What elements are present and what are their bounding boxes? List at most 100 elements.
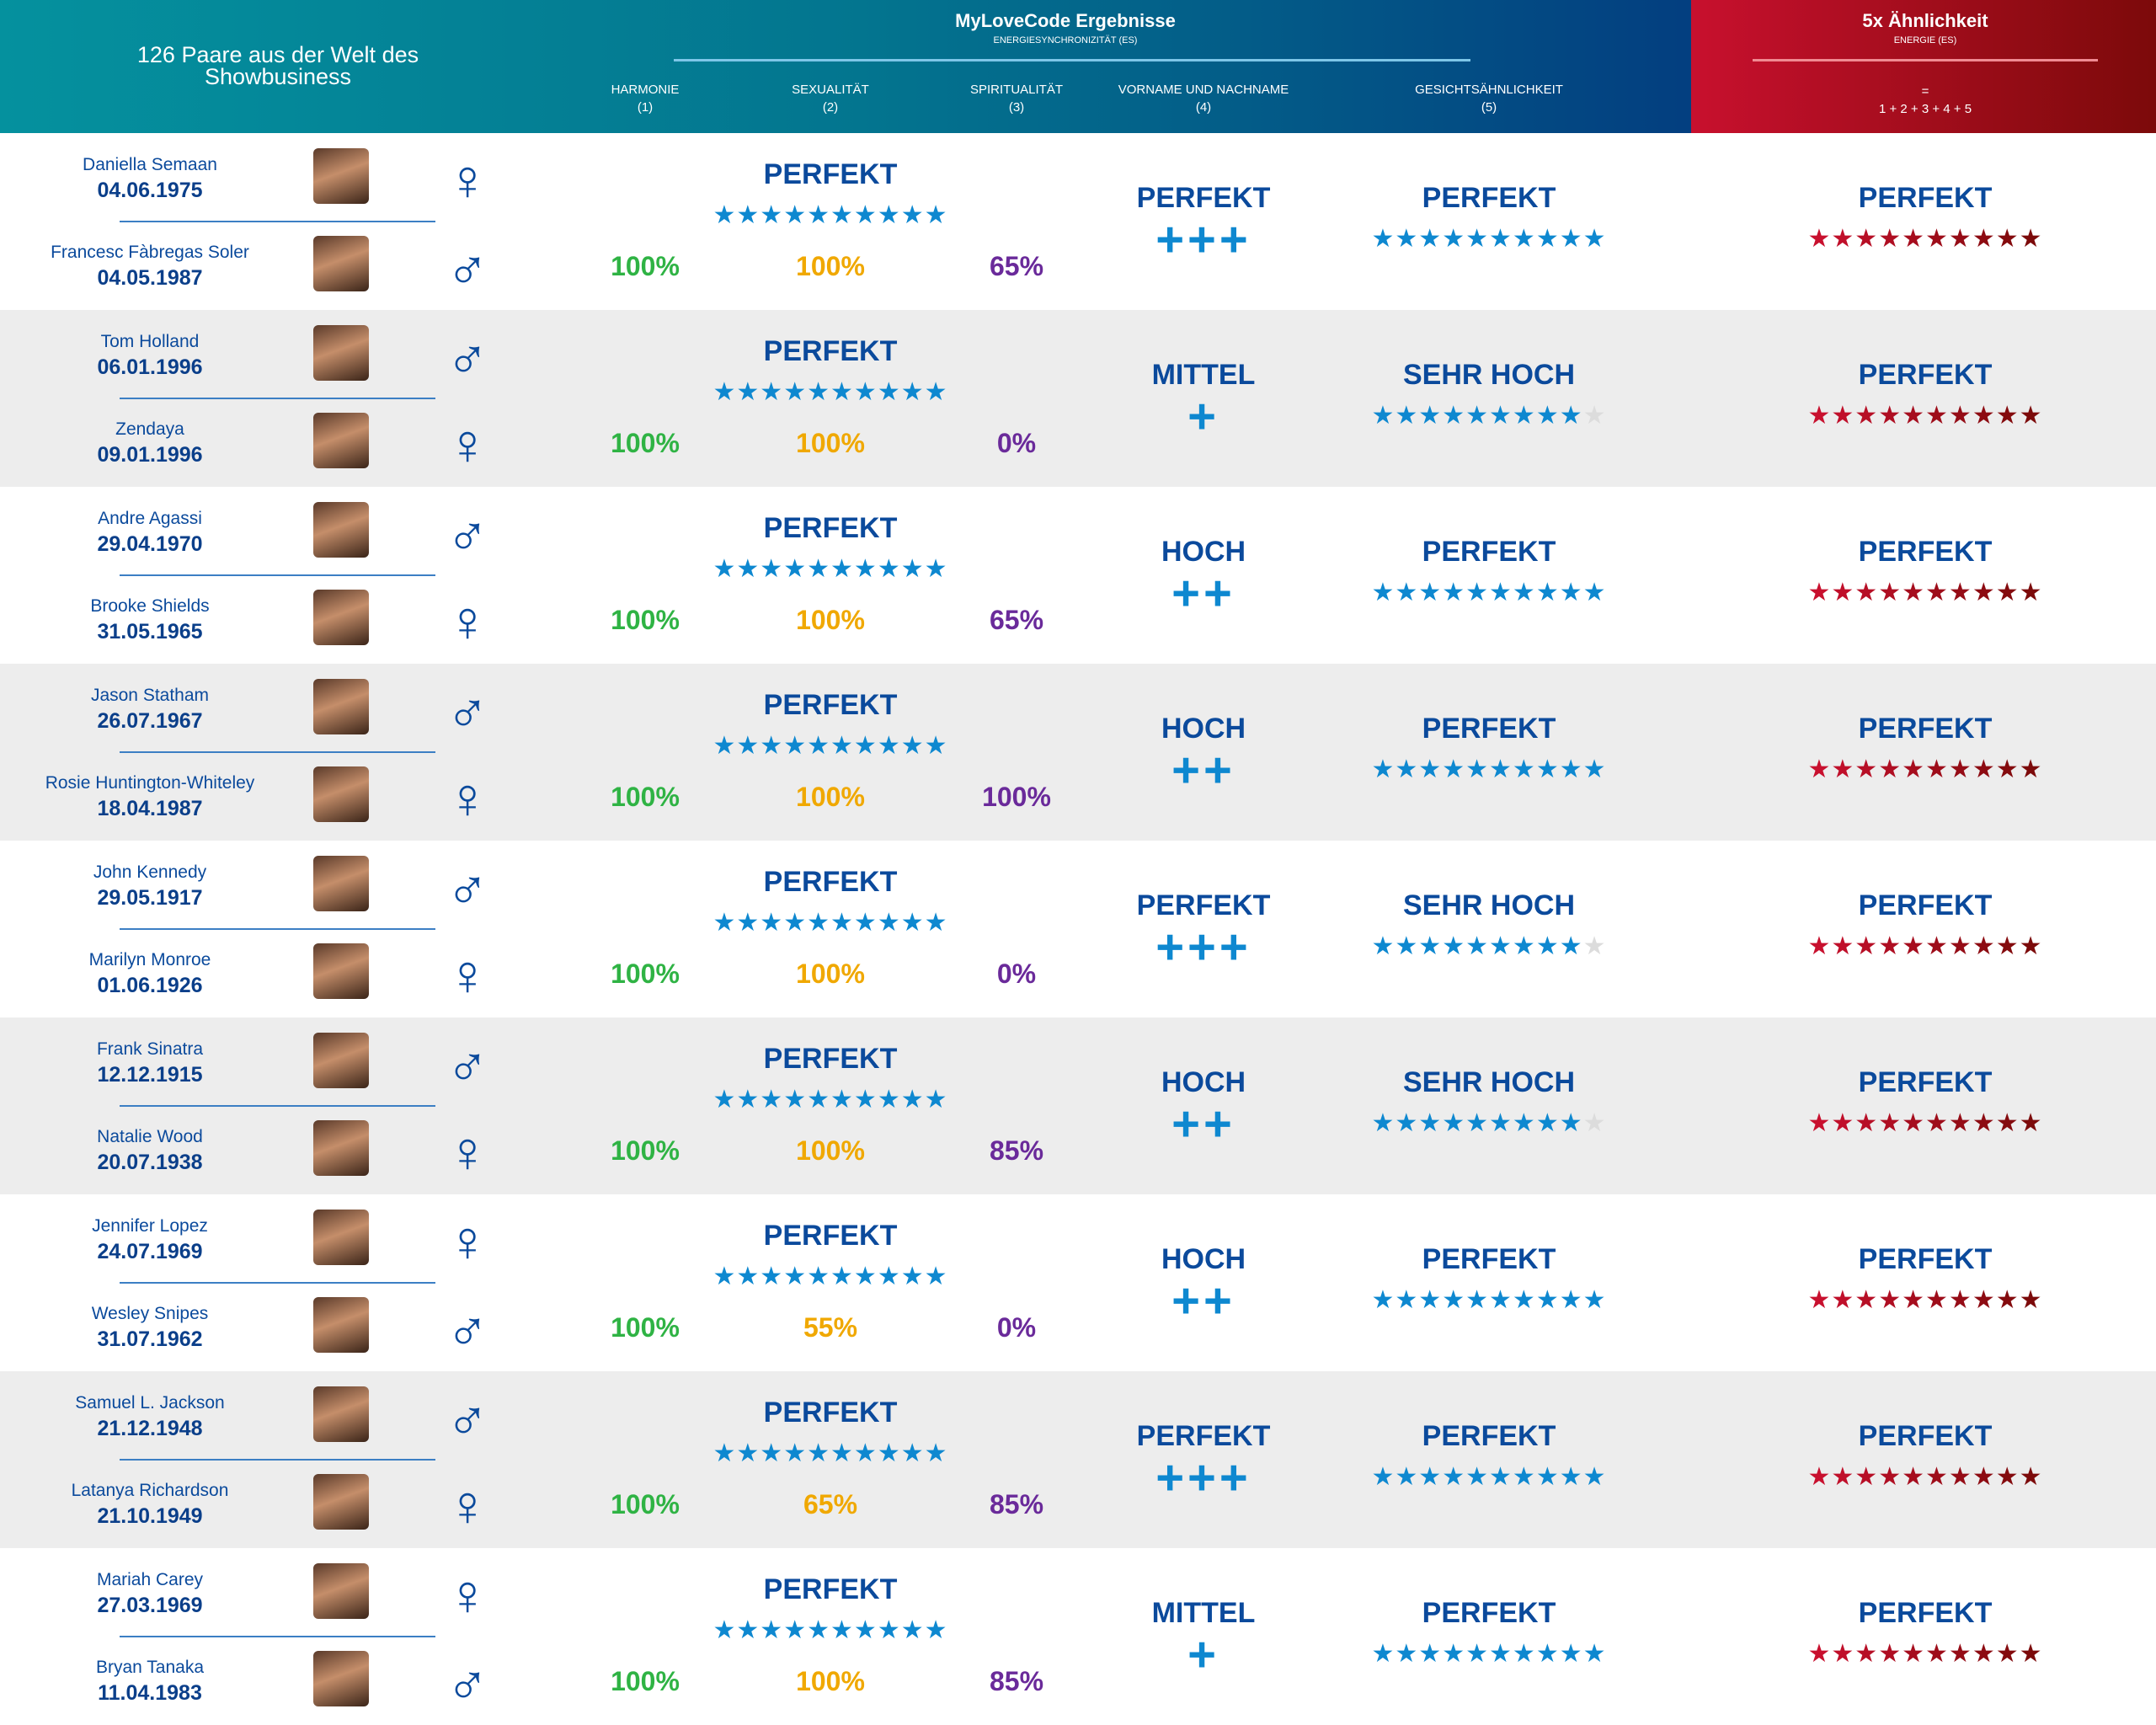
person-name: Mariah Carey	[96, 1570, 204, 1589]
person-birthdate: 24.07.1969	[97, 1240, 203, 1263]
star-icon: ★	[1948, 1286, 1972, 1314]
es-stars: ★★★★★★★★★★	[662, 1262, 999, 1291]
star-icon: ★	[2019, 1640, 2043, 1668]
star-icon: ★	[1925, 402, 1949, 430]
sexualitaet-value: 55%	[803, 1312, 858, 1343]
star-icon: ★	[1465, 402, 1489, 430]
star-icon: ★	[877, 1086, 901, 1114]
person-name: Natalie Wood	[97, 1127, 203, 1146]
person-photo	[313, 413, 369, 468]
pair-divider	[120, 221, 435, 222]
person-name: Rosie Huntington-Whiteley	[45, 773, 255, 793]
total-stars: ★★★★★★★★★★	[1757, 1108, 2094, 1138]
star-icon: ★	[1582, 756, 1607, 783]
star-icon: ★	[1465, 1109, 1489, 1137]
star-icon: ★	[1807, 1463, 1832, 1491]
formula-text: 1 + 2 + 3 + 4 + 5	[1878, 102, 1972, 116]
star-icon: ★	[807, 1616, 830, 1644]
female-icon: ♀	[446, 943, 489, 1007]
header-total-formula: = 1 + 2 + 3 + 4 + 5	[1757, 83, 2094, 118]
sexualitaet-value: 100%	[796, 1666, 865, 1696]
name-plus-icons: +++	[1155, 212, 1251, 267]
star-icon: ★	[1948, 756, 1972, 783]
harmonie-value: 100%	[611, 251, 680, 281]
total-rating-label: PERFEKT	[1858, 182, 1993, 214]
name-rating-label: HOCH	[1161, 713, 1246, 745]
male-icon: ♂	[446, 679, 489, 743]
star-icon: ★	[712, 378, 737, 406]
star-icon: ★	[877, 1616, 901, 1644]
star-icon: ★	[1418, 1463, 1443, 1491]
person-photo	[313, 1120, 369, 1176]
person-name: Bryan Tanaka	[95, 1658, 205, 1677]
star-icon: ★	[830, 378, 854, 406]
star-icon: ★	[1559, 1109, 1583, 1137]
star-icon: ★	[1371, 1463, 1396, 1491]
face-rating-label: SEHR HOCH	[1402, 359, 1576, 391]
star-icon: ★	[2019, 1109, 2043, 1137]
harmonie-value: 100%	[611, 1489, 680, 1519]
star-icon: ★	[1465, 225, 1489, 253]
star-icon: ★	[1489, 1286, 1513, 1314]
star-icon: ★	[1831, 402, 1855, 430]
star-icon: ★	[1465, 932, 1489, 960]
star-icon: ★	[1371, 1286, 1396, 1314]
star-icon: ★	[1831, 579, 1855, 606]
star-icon: ★	[1489, 756, 1513, 783]
face-stars: ★★★★★★★★★★	[1321, 1108, 1657, 1138]
female-icon: ♀	[446, 1210, 489, 1274]
star-icon: ★	[807, 732, 830, 760]
star-icon: ★	[736, 909, 760, 937]
star-icon: ★	[830, 201, 854, 229]
star-icon: ★	[1925, 1640, 1949, 1668]
star-icon: ★	[736, 1616, 760, 1644]
total-stars: ★★★★★★★★★★	[1757, 578, 2094, 607]
person-birthdate: 29.04.1970	[97, 532, 203, 556]
formula-equals: =	[1921, 84, 1929, 99]
pair-row: Tom Holland 06.01.1996 ♂ Zendaya 09.01.1996 ♀…	[0, 310, 2156, 487]
star-icon: ★	[1902, 402, 1925, 430]
star-icon: ★	[2019, 1463, 2043, 1491]
column-header-spiritualitaet: SPIRITUALITÄT (3)	[907, 81, 1126, 116]
female-icon: ♀	[446, 766, 489, 830]
star-icon: ★	[1535, 402, 1560, 430]
star-icon: ★	[1442, 1640, 1466, 1668]
star-icon: ★	[900, 1439, 925, 1467]
es-stars: ★★★★★★★★★★	[662, 1085, 999, 1114]
es-rating-label: PERFEKT	[763, 1043, 898, 1075]
star-icon: ★	[1995, 1286, 2020, 1314]
column-header-face: GESICHTSÄHNLICHKEIT (5)	[1363, 81, 1615, 116]
harmonie-value: 100%	[611, 605, 680, 635]
header: 126 Paare aus der Welt des Showbusiness …	[0, 0, 2156, 133]
star-icon: ★	[1418, 1109, 1443, 1137]
header-total-divider	[1753, 59, 2098, 61]
star-icon: ★	[1902, 932, 1925, 960]
name-plus-icons: ++	[1171, 743, 1235, 798]
person-birthdate: 09.01.1996	[97, 443, 203, 467]
star-icon: ★	[1972, 932, 1996, 960]
name-plus-icons: ++	[1171, 566, 1235, 621]
sexualitaet-value: 100%	[796, 1135, 865, 1166]
star-icon: ★	[1395, 1109, 1419, 1137]
star-icon: ★	[2019, 225, 2043, 253]
person-name: Jennifer Lopez	[92, 1216, 208, 1236]
star-icon: ★	[924, 1616, 948, 1644]
star-icon: ★	[783, 201, 808, 229]
face-rating-label: PERFEKT	[1422, 1243, 1556, 1275]
star-icon: ★	[760, 909, 784, 937]
star-icon: ★	[1442, 402, 1466, 430]
star-icon: ★	[1559, 225, 1583, 253]
star-icon: ★	[1948, 225, 1972, 253]
male-icon: ♂	[446, 1033, 489, 1097]
star-icon: ★	[783, 909, 808, 937]
column-number: (1)	[637, 100, 654, 115]
person-name: Zendaya	[115, 419, 184, 439]
header-divider	[674, 59, 1470, 61]
star-icon: ★	[712, 1263, 737, 1290]
star-icon: ★	[712, 909, 737, 937]
star-icon: ★	[830, 1086, 854, 1114]
star-icon: ★	[1465, 756, 1489, 783]
person-photo	[313, 1297, 369, 1353]
name-rating-label: HOCH	[1161, 1066, 1246, 1098]
es-rating-label: PERFEKT	[763, 512, 898, 544]
